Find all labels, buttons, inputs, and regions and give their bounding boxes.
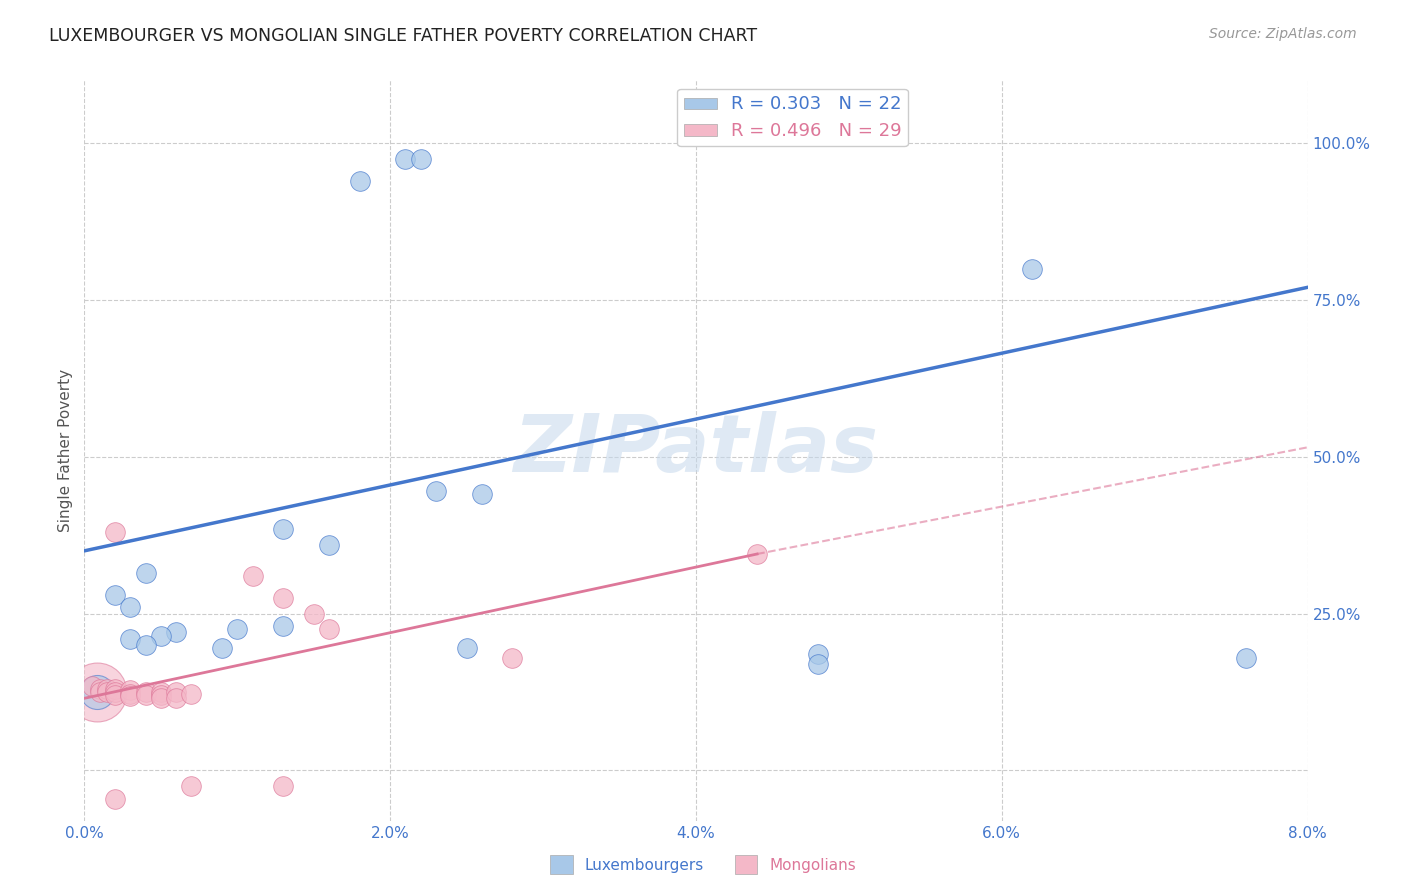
Point (302, 607, 325, 621)
Point (149, 629, 172, 643)
Point (135, 688, 157, 702)
Text: ZIPatlas: ZIPatlas (513, 411, 879, 490)
Point (120, 600, 142, 615)
Point (180, 687, 202, 701)
Point (104, 681, 127, 696)
Point (149, 688, 172, 702)
Point (425, 484, 447, 499)
Point (318, 538, 340, 552)
Point (135, 685, 157, 699)
Point (104, 524, 127, 539)
Point (1021, 261, 1043, 276)
Point (456, 641, 478, 656)
Point (104, 791, 127, 805)
Point (104, 588, 127, 602)
Text: Source: ZipAtlas.com: Source: ZipAtlas.com (1209, 27, 1357, 41)
Point (211, 641, 233, 656)
Point (271, 779, 294, 793)
Point (149, 691, 172, 706)
Point (104, 688, 127, 702)
Point (135, 638, 157, 652)
Point (89, 681, 111, 696)
Point (86, 685, 108, 699)
Point (96, 685, 118, 699)
Text: LUXEMBOURGER VS MONGOLIAN SINGLE FATHER POVERTY CORRELATION CHART: LUXEMBOURGER VS MONGOLIAN SINGLE FATHER … (49, 27, 758, 45)
Point (318, 622, 340, 636)
Point (180, 779, 202, 793)
Point (165, 685, 187, 699)
Point (807, 657, 830, 671)
Point (747, 547, 769, 561)
Point (807, 648, 830, 662)
Point (394, 152, 416, 166)
Point (471, 487, 494, 501)
Point (120, 632, 142, 646)
Point (104, 685, 127, 699)
Point (80, 679, 103, 693)
Legend: R = 0.303   N = 22, R = 0.496   N = 29: R = 0.303 N = 22, R = 0.496 N = 29 (678, 88, 908, 146)
Point (120, 690, 142, 704)
Point (120, 683, 142, 698)
Point (135, 566, 157, 580)
Point (226, 622, 249, 636)
Legend: Luxembourgers, Mongolians: Luxembourgers, Mongolians (544, 849, 862, 880)
Point (86, 685, 108, 699)
Point (409, 152, 432, 166)
Point (120, 687, 142, 701)
Point (165, 691, 187, 706)
Point (149, 685, 172, 699)
Point (89, 685, 111, 699)
Point (502, 650, 524, 665)
Point (349, 174, 371, 188)
Point (165, 625, 187, 640)
Point (96, 681, 118, 696)
Point (1236, 650, 1258, 665)
Y-axis label: Single Father Poverty: Single Father Poverty (58, 369, 73, 532)
Point (271, 619, 294, 633)
Point (242, 569, 264, 583)
Point (271, 522, 294, 536)
Point (271, 591, 294, 605)
